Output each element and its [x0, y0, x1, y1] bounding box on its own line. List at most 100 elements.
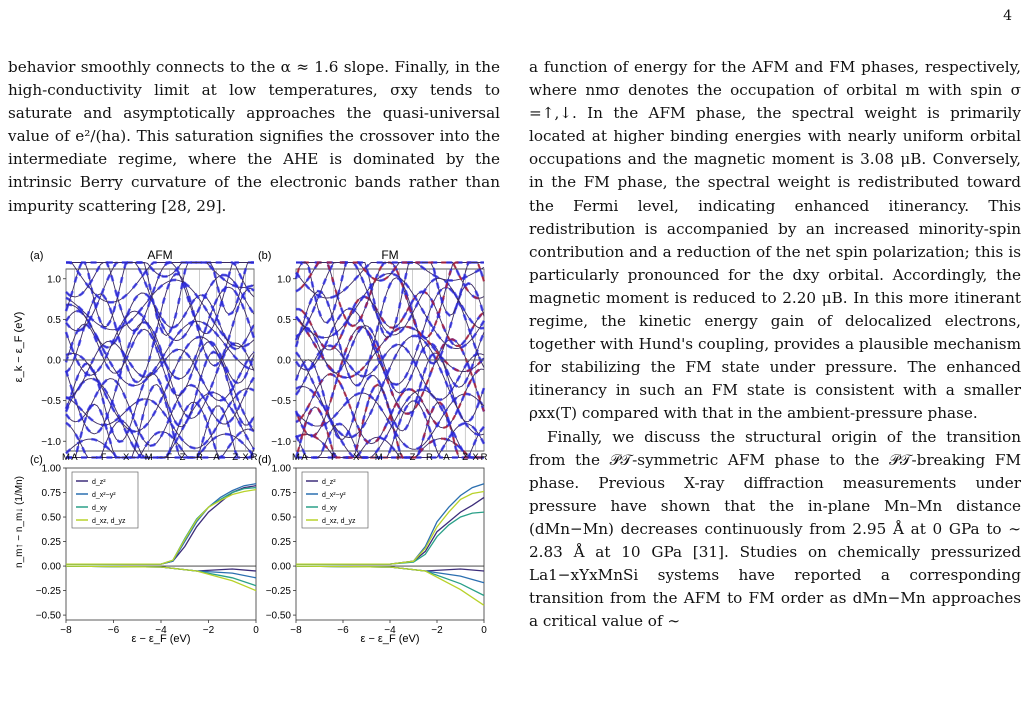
kpath-label-11: R: [251, 452, 258, 463]
panel-d-xlabel: ε − ε_F (eV): [360, 633, 419, 645]
panel-c-xlabel: ε − ε_F (eV): [131, 633, 190, 645]
occ-ytick-label-1: 0.75: [42, 488, 62, 499]
occ-ytick-label-4: 0.00: [272, 562, 292, 573]
page-cutoff-mask: [529, 687, 1021, 705]
occ-xtick-label-3: −2: [203, 625, 215, 636]
occ-xtick-label-4: 0: [481, 625, 487, 636]
legend-entry-2: d_xy: [322, 505, 337, 512]
band-weight-down-21: [295, 261, 485, 300]
kpath-label-6: Z: [410, 452, 416, 463]
occ-xtick-label-4: 0: [253, 625, 259, 636]
occ-ytick-label-0: 1.00: [272, 464, 292, 475]
panel-d-label: (d): [258, 454, 271, 466]
band-ytick-label-2: 0.0: [277, 356, 291, 367]
kpath-label-10: X: [472, 452, 479, 463]
occ-xtick-label-2: −4: [384, 625, 396, 636]
legend-entry-0: d_z²: [322, 479, 336, 486]
occ-xtick-label-2: −4: [155, 625, 167, 636]
band-weight-up-15: [296, 290, 485, 352]
band-weight-up-11: [294, 324, 486, 395]
kpath-label-9: Z: [232, 452, 238, 463]
band-weight-down-9: [294, 325, 486, 438]
occ-ytick-label-6: −0.50: [36, 611, 62, 622]
band-weight-down-6: [295, 367, 485, 445]
band-weight-up-21: [65, 261, 255, 299]
page-number: 4: [1003, 8, 1012, 24]
band-weight-down-15: [296, 290, 485, 352]
left-paragraph: behavior smoothly connects to the α ≈ 1.…: [8, 58, 500, 215]
band-ytick-label-4: −1.0: [271, 437, 291, 448]
occ-xtick-label-0: −8: [290, 625, 302, 636]
kpath-label-1: A: [301, 452, 308, 463]
band-weight-up-8: [294, 334, 485, 439]
band-weight-up-7: [64, 350, 256, 444]
kpath-label-4: M: [145, 452, 153, 463]
occ-series-3: [66, 488, 257, 565]
occ-series-down-3: [65, 565, 257, 592]
band-weight-up-5: [65, 387, 255, 450]
band-weight-up-10: [65, 339, 255, 402]
kpath-label-2: Γ: [331, 452, 336, 463]
band-weight-up-2: [296, 399, 486, 459]
occ-ytick-label-5: −0.25: [36, 586, 62, 597]
occ-xtick-label-0: −8: [60, 625, 72, 636]
kpath-label-0: M: [62, 452, 70, 463]
band-weight-up-18: [64, 261, 254, 336]
band-ytick-label-4: −1.0: [41, 437, 61, 448]
occ-xtick-label-1: −6: [337, 625, 349, 636]
occupation-panel-d: 1.00 0.75 0.50 0.25 0.00 −0.25 −0.50 −8 −6 −4 −2 0 d…: [266, 464, 488, 637]
panel-a-label: (a): [30, 250, 43, 262]
right-paragraph-2: Finally, we discuss the structural origi…: [529, 427, 1021, 631]
kpath-label-5: Γ: [167, 452, 172, 463]
occ-ytick-label-6: −0.50: [266, 611, 292, 622]
band-weight-up-17: [64, 261, 256, 342]
band-weight-up-19: [296, 261, 484, 340]
kpath-label-7: R: [196, 452, 203, 463]
kpath-label-4: M: [375, 452, 383, 463]
band-weight-up-8: [65, 335, 256, 433]
panel-a-title: AFM: [147, 248, 172, 262]
kpath-label-3: X: [123, 452, 130, 463]
band-ytick-label-3: −0.5: [271, 396, 291, 407]
band-line-10: [295, 344, 485, 401]
occupation-panel-c: 1.00 0.75 0.50 0.25 0.00 −0.25 −0.50 −8 −6 −4 −2 0 d…: [36, 464, 260, 637]
occ-ylabel: n_m↑ − n_m↓ (1/Mn): [14, 476, 25, 568]
band-panel-a-lines: [64, 261, 256, 459]
kpath-label-6: Z: [180, 452, 186, 463]
band-weight-up-3: [294, 383, 484, 459]
band-weight-up-5: [295, 391, 485, 451]
occ-ytick-label-5: −0.25: [266, 586, 292, 597]
occ-ytick-label-2: 0.50: [272, 513, 292, 524]
kpath-label-1: A: [71, 452, 78, 463]
occ-ytick-label-1: 0.75: [272, 488, 292, 499]
kpath-label-2: Γ: [101, 452, 106, 463]
occ-ytick-label-2: 0.50: [42, 513, 62, 524]
kpath-label-9: Z: [462, 452, 468, 463]
band-weight-up-20: [66, 261, 255, 304]
band-panel-a: 1.00.50.0−0.5−1.0M A Γ X M Γ Z R A Z X R: [41, 261, 258, 463]
panel-b-label: (b): [258, 250, 271, 262]
band-panel-b-lines: [294, 261, 486, 459]
band-line-16: [295, 273, 485, 350]
band-ytick-label-0: 1.0: [277, 274, 291, 285]
band-ylabel: ε_k − ε_F (eV): [13, 312, 25, 383]
occ-ytick-label-3: 0.25: [272, 537, 292, 548]
band-weight-up-16: [65, 278, 255, 348]
occ-series-3: [296, 490, 485, 565]
panel-b-title: FM: [381, 248, 398, 262]
occ-ytick-label-4: 0.00: [42, 562, 62, 573]
band-weight-up-3: [66, 383, 254, 459]
occ-ytick-label-0: 1.00: [42, 464, 62, 475]
occ-xtick-label-3: −2: [431, 625, 443, 636]
band-ytick-label-1: 0.5: [277, 315, 291, 326]
right-column: a function of energy for the AFM and FM …: [529, 56, 1021, 633]
band-weight-up-12: [295, 316, 485, 379]
legend-entry-0: d_z²: [92, 479, 106, 486]
band-ytick-label-2: 0.0: [47, 356, 61, 367]
kpath-label-7: R: [426, 452, 433, 463]
occ-xtick-label-1: −6: [108, 625, 120, 636]
kpath-label-3: X: [353, 452, 360, 463]
legend-entry-3: d_xz, d_yz: [92, 518, 126, 525]
panel-c-label: (c): [30, 454, 43, 466]
kpath-label-0: M: [292, 452, 300, 463]
